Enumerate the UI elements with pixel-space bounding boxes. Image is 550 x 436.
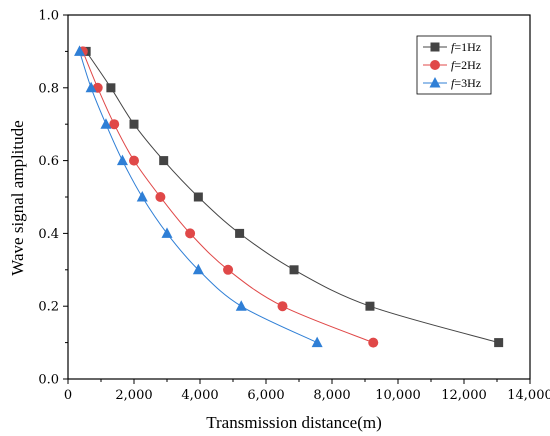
series-3 — [74, 45, 323, 348]
legend-label: f=2Hz — [451, 58, 481, 72]
y-tick-label: 0.4 — [38, 227, 59, 242]
legend-marker — [430, 60, 440, 70]
legend-label: f=3Hz — [451, 76, 481, 90]
x-tick-label: 4,000 — [181, 388, 218, 403]
legend-marker — [429, 77, 441, 88]
data-point — [289, 265, 299, 275]
data-point — [106, 83, 116, 93]
data-point — [368, 337, 379, 348]
data-point — [311, 336, 323, 348]
series-line — [85, 51, 499, 344]
series-line — [82, 51, 374, 344]
x-tick-label: 10,000 — [375, 388, 421, 403]
x-tick-label: 8,000 — [313, 388, 350, 403]
legend-entry: f=3Hz — [423, 76, 481, 90]
data-point — [161, 227, 173, 238]
y-tick-label: 1.0 — [38, 9, 59, 24]
data-point — [494, 338, 504, 348]
data-point — [116, 154, 128, 166]
data-point — [223, 264, 234, 275]
x-tick-label: 2,000 — [115, 388, 152, 403]
data-point — [129, 155, 139, 166]
y-tick-label: 0.8 — [38, 81, 59, 96]
data-point — [277, 301, 288, 312]
x-axis-title: Transmission distance(m) — [206, 413, 382, 432]
data-point — [185, 228, 196, 239]
data-point — [100, 118, 112, 129]
data-point — [85, 81, 97, 93]
data-point — [192, 263, 204, 275]
legend-entry: f=1Hz — [423, 40, 481, 54]
x-tick-label: 0 — [64, 388, 72, 403]
x-tick-label: 14,000 — [507, 388, 550, 403]
y-tick-label: 0.2 — [38, 300, 59, 315]
data-point — [235, 228, 245, 238]
data-point — [109, 119, 120, 130]
data-point — [193, 192, 203, 202]
legend-entry: f=2Hz — [423, 58, 481, 72]
data-point — [129, 119, 139, 129]
data-point — [74, 45, 86, 56]
y-tick-label: 0.0 — [38, 373, 59, 388]
data-point — [136, 191, 148, 202]
y-tick-label: 0.6 — [38, 154, 59, 169]
legend-marker — [430, 42, 440, 52]
x-tick-label: 6,000 — [247, 388, 284, 403]
data-point — [235, 300, 247, 311]
series-2 — [77, 46, 379, 348]
data-point — [365, 301, 375, 311]
legend-label: f=1Hz — [451, 40, 481, 54]
x-tick-label: 12,000 — [441, 388, 487, 403]
data-point — [155, 192, 166, 202]
y-axis-title: Wave signal amplitude — [8, 120, 27, 275]
data-point — [159, 156, 169, 166]
